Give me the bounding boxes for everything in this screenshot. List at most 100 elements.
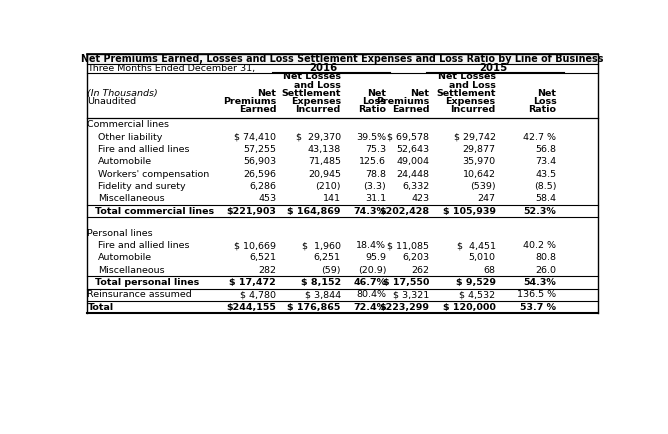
Text: Three Months Ended December 31,: Three Months Ended December 31, [88, 64, 256, 73]
Text: 95.9: 95.9 [365, 253, 386, 263]
Text: 73.4: 73.4 [535, 158, 556, 166]
Text: Reinsurance assumed: Reinsurance assumed [88, 290, 192, 299]
Text: Net: Net [538, 89, 556, 98]
Text: $ 10,669: $ 10,669 [234, 241, 276, 250]
Text: 43.5: 43.5 [535, 170, 556, 179]
Text: and Loss: and Loss [294, 81, 341, 89]
Text: $ 3,844: $ 3,844 [305, 290, 341, 299]
Text: 80.8: 80.8 [536, 253, 556, 263]
Text: 52,643: 52,643 [396, 145, 430, 154]
Text: 35,970: 35,970 [462, 158, 496, 166]
Text: Unaudited: Unaudited [88, 97, 136, 106]
Text: 53.7 %: 53.7 % [520, 303, 556, 312]
Text: 43,138: 43,138 [307, 145, 341, 154]
Text: Expenses: Expenses [446, 97, 496, 106]
Text: Incurred: Incurred [450, 105, 496, 114]
Text: 72.4%: 72.4% [353, 303, 386, 312]
Text: 24,448: 24,448 [396, 170, 430, 179]
Text: 20,945: 20,945 [308, 170, 341, 179]
Text: (59): (59) [321, 266, 341, 275]
Text: $  29,370: $ 29,370 [296, 133, 341, 142]
Text: Premiums: Premiums [223, 97, 276, 106]
Text: $ 17,550: $ 17,550 [383, 278, 430, 287]
Text: Miscellaneous: Miscellaneous [98, 266, 165, 275]
Text: 49,004: 49,004 [396, 158, 430, 166]
Text: $ 29,742: $ 29,742 [454, 133, 496, 142]
Text: (In Thousands): (In Thousands) [88, 89, 158, 98]
Text: 54.3%: 54.3% [524, 278, 556, 287]
Text: 136.5 %: 136.5 % [517, 290, 556, 299]
Text: 75.3: 75.3 [365, 145, 386, 154]
Text: and Loss: and Loss [449, 81, 496, 89]
Text: 57,255: 57,255 [243, 145, 276, 154]
Text: 42.7 %: 42.7 % [524, 133, 556, 142]
Text: $ 4,532: $ 4,532 [460, 290, 496, 299]
Text: 2015: 2015 [479, 63, 507, 73]
Text: Commercial lines: Commercial lines [88, 120, 170, 129]
Text: 453: 453 [258, 194, 276, 204]
Text: Ratio: Ratio [528, 105, 556, 114]
Text: $ 9,529: $ 9,529 [456, 278, 496, 287]
Text: 6,251: 6,251 [314, 253, 341, 263]
Text: 58.4: 58.4 [536, 194, 556, 204]
Text: 26,596: 26,596 [243, 170, 276, 179]
Text: 247: 247 [478, 194, 496, 204]
Text: 6,203: 6,203 [402, 253, 430, 263]
Text: 125.6: 125.6 [359, 158, 386, 166]
Text: 423: 423 [411, 194, 430, 204]
Text: Net: Net [367, 89, 386, 98]
Text: Loss: Loss [363, 97, 386, 106]
Text: Earned: Earned [238, 105, 276, 114]
Text: $ 8,152: $ 8,152 [301, 278, 341, 287]
Text: (539): (539) [470, 182, 496, 191]
Text: Fire and allied lines: Fire and allied lines [98, 241, 190, 250]
Text: Fire and allied lines: Fire and allied lines [98, 145, 190, 154]
Text: 10,642: 10,642 [462, 170, 496, 179]
Text: $ 3,321: $ 3,321 [393, 290, 430, 299]
Text: $ 17,472: $ 17,472 [229, 278, 276, 287]
Text: Expenses: Expenses [291, 97, 341, 106]
Text: 26.0: 26.0 [536, 266, 556, 275]
Text: Ratio: Ratio [358, 105, 386, 114]
Text: Incurred: Incurred [295, 105, 341, 114]
Text: 2016: 2016 [309, 63, 337, 73]
Text: 78.8: 78.8 [365, 170, 386, 179]
Text: 282: 282 [258, 266, 276, 275]
Text: 18.4%: 18.4% [356, 241, 386, 250]
Text: 71,485: 71,485 [308, 158, 341, 166]
Text: Settlement: Settlement [436, 89, 496, 98]
Text: 6,332: 6,332 [402, 182, 430, 191]
Text: Workers' compensation: Workers' compensation [98, 170, 210, 179]
Text: Automobile: Automobile [98, 253, 152, 263]
Text: 29,877: 29,877 [462, 145, 496, 154]
Text: Net Losses: Net Losses [283, 72, 341, 82]
Text: Miscellaneous: Miscellaneous [98, 194, 165, 204]
Text: 56.8: 56.8 [536, 145, 556, 154]
Text: 56,903: 56,903 [243, 158, 276, 166]
Text: Earned: Earned [392, 105, 430, 114]
Text: Settlement: Settlement [281, 89, 341, 98]
Text: $ 74,410: $ 74,410 [234, 133, 276, 142]
Text: $ 11,085: $ 11,085 [387, 241, 430, 250]
Text: $ 4,780: $ 4,780 [240, 290, 276, 299]
Text: 80.4%: 80.4% [356, 290, 386, 299]
Text: 5,010: 5,010 [468, 253, 496, 263]
Text: 31.1: 31.1 [365, 194, 386, 204]
Text: 74.3%: 74.3% [353, 207, 386, 216]
Text: 39.5%: 39.5% [356, 133, 386, 142]
Text: (8.5): (8.5) [534, 182, 556, 191]
Text: Personal lines: Personal lines [88, 229, 153, 238]
Text: Total: Total [88, 303, 114, 312]
Text: (3.3): (3.3) [363, 182, 386, 191]
Text: $221,903: $221,903 [226, 207, 276, 216]
Text: $ 120,000: $ 120,000 [443, 303, 496, 312]
Text: Automobile: Automobile [98, 158, 152, 166]
Text: $202,428: $202,428 [379, 207, 430, 216]
Text: 262: 262 [411, 266, 430, 275]
Bar [87, 54, 598, 64]
Text: (20.9): (20.9) [358, 266, 386, 275]
Text: 68: 68 [484, 266, 496, 275]
Text: $244,155: $244,155 [226, 303, 276, 312]
Text: Other liability: Other liability [98, 133, 162, 142]
Text: Net Losses: Net Losses [438, 72, 496, 82]
